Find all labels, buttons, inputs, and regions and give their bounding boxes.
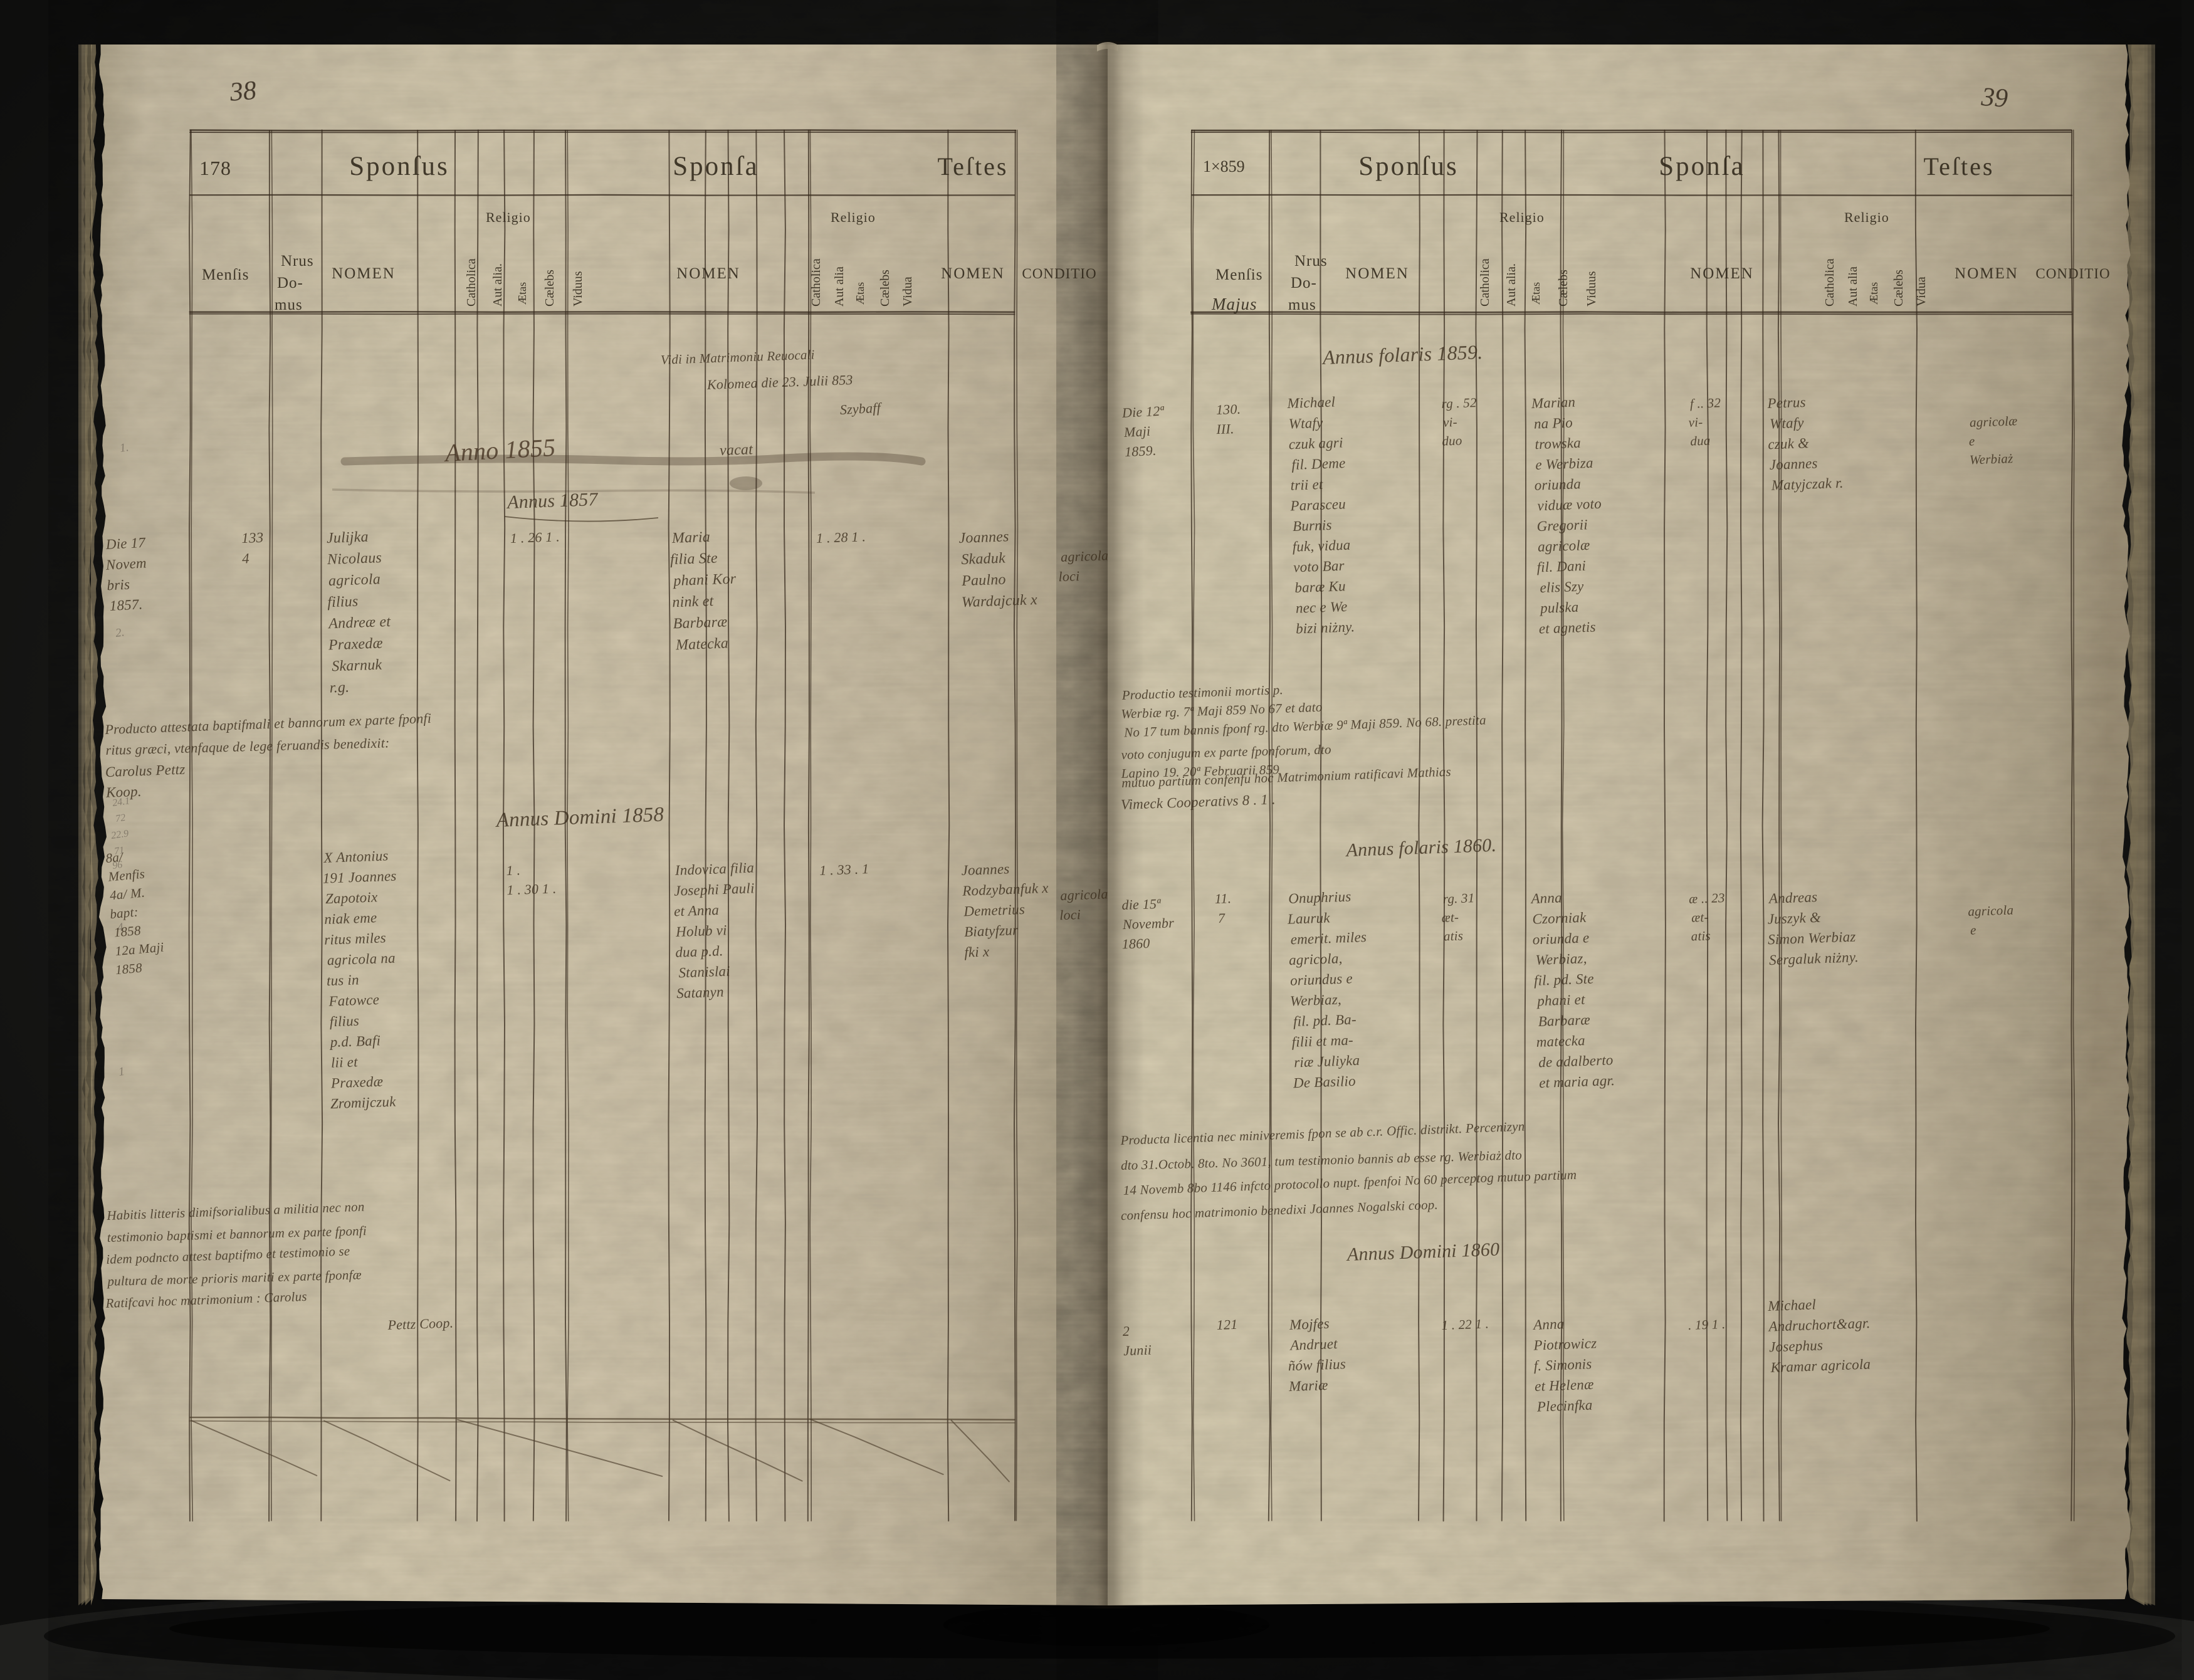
svg-text:Menſis: Menſis — [202, 266, 249, 283]
svg-text:Szybaff: Szybaff — [839, 399, 883, 417]
svg-text:Sponſus: Sponſus — [349, 152, 449, 181]
svg-text:Aut alia.: Aut alia. — [1504, 263, 1518, 307]
svg-text:Aut alia: Aut alia — [832, 266, 846, 307]
svg-text:1.: 1. — [119, 441, 130, 455]
svg-text:Ætas: Ætas — [1867, 282, 1880, 305]
svg-text:1 . 22 1 .: 1 . 22 1 . — [1441, 1316, 1489, 1333]
svg-text:NOMEN: NOMEN — [676, 265, 740, 282]
svg-text:Annus 1857: Annus 1857 — [506, 489, 599, 513]
svg-text:Menſis: Menſis — [1215, 266, 1262, 283]
svg-text:NOMEN: NOMEN — [1690, 265, 1754, 282]
svg-text:Religio: Religio — [486, 209, 531, 225]
svg-text:72: 72 — [115, 812, 126, 824]
svg-text:Religio: Religio — [1844, 209, 1889, 225]
svg-text:Sponſa: Sponſa — [1659, 152, 1745, 181]
svg-text:mus: mus — [275, 297, 303, 313]
svg-text:39: 39 — [1980, 83, 2008, 113]
svg-text:1×859: 1×859 — [1203, 157, 1245, 176]
svg-text:178: 178 — [199, 157, 231, 179]
svg-text:38: 38 — [228, 76, 258, 107]
svg-text:Sponſus: Sponſus — [1358, 152, 1459, 181]
svg-text:Cælebs: Cælebs — [878, 270, 892, 307]
svg-text:Sponſa: Sponſa — [673, 152, 758, 181]
svg-text:Religio: Religio — [1499, 209, 1545, 225]
svg-text:Cælebs: Cælebs — [1556, 270, 1570, 307]
svg-text:Majus: Majus — [1211, 295, 1257, 313]
svg-text:Teſtes: Teſtes — [1924, 152, 1995, 181]
svg-text:Pettz Coop.: Pettz Coop. — [387, 1315, 454, 1333]
svg-text:Aut alia: Aut alia — [1846, 266, 1860, 307]
svg-text:Do-: Do- — [277, 275, 303, 291]
svg-text:Anno 1855: Anno 1855 — [443, 433, 556, 467]
svg-text:Viduus: Viduus — [571, 271, 585, 307]
svg-text:NOMEN: NOMEN — [1345, 265, 1409, 282]
svg-text:. 19 1 .: . 19 1 . — [1688, 1316, 1726, 1333]
svg-text:Catholica: Catholica — [809, 258, 823, 307]
svg-text:Cælebs: Cælebs — [1892, 270, 1906, 307]
svg-text:Ætas: Ætas — [854, 282, 866, 305]
svg-text:1 . 26 1 .: 1 . 26 1 . — [510, 528, 560, 546]
svg-text:Catholica: Catholica — [1478, 258, 1492, 307]
svg-text:Do-: Do- — [1291, 275, 1317, 291]
svg-text:NOMEN: NOMEN — [332, 265, 396, 282]
svg-text:Religio: Religio — [831, 209, 876, 225]
svg-text:Cælebs: Cælebs — [543, 270, 557, 307]
svg-text:Aut alia.: Aut alia. — [491, 263, 505, 307]
svg-text:CONDITIO: CONDITIO — [2035, 266, 2110, 281]
svg-text:2.: 2. — [115, 626, 125, 640]
svg-text:121: 121 — [1216, 1316, 1237, 1333]
svg-text:Ætas: Ætas — [1530, 282, 1542, 305]
svg-text:NOMEN: NOMEN — [1955, 265, 2018, 282]
svg-text:Vidua: Vidua — [901, 276, 915, 307]
svg-text:NOMEN: NOMEN — [941, 265, 1005, 282]
svg-text:Catholica: Catholica — [1823, 258, 1837, 307]
svg-text:Nrus: Nrus — [1294, 253, 1328, 270]
svg-text:mus: mus — [1288, 297, 1316, 313]
svg-text:1 . 28 1 .: 1 . 28 1 . — [816, 528, 866, 546]
svg-text:Viduus: Viduus — [1585, 271, 1598, 307]
svg-text:Teſtes: Teſtes — [938, 152, 1009, 181]
svg-text:Catholica: Catholica — [465, 258, 478, 307]
svg-text:1 . 33 . 1: 1 . 33 . 1 — [819, 861, 869, 878]
svg-text:CONDITIO: CONDITIO — [1022, 266, 1096, 281]
svg-text:Nrus: Nrus — [281, 253, 314, 270]
svg-text:vacat: vacat — [720, 441, 754, 459]
svg-text:Vidua: Vidua — [1914, 276, 1928, 307]
svg-text:Ætas: Ætas — [516, 282, 528, 305]
